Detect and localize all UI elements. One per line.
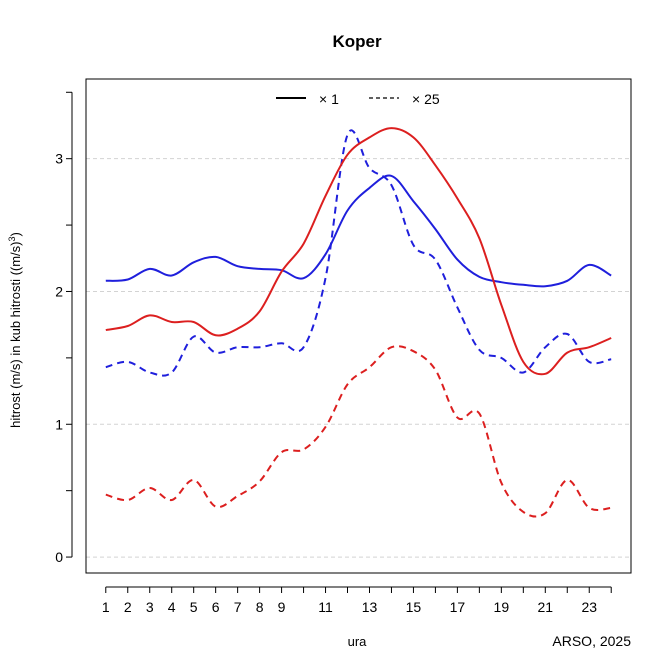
x-tick-label: 1 [102,599,110,615]
grid-lines [86,158,631,558]
y-tick-label: 0 [55,549,63,565]
series-line-4 [105,345,612,518]
y-axis-label-text: hitrost (m/s) in kub hitrosti ((m/s) [8,242,23,428]
x-tick-label: 2 [124,599,132,615]
y-axis: 0 1 2 3 [55,91,73,565]
x-tick-label: 23 [581,599,597,615]
x-tick-label: 17 [450,599,466,615]
legend-label-solid: × 1 [319,91,339,107]
series-lines [105,127,612,518]
credit-text: ARSO, 2025 [552,633,631,649]
x-tick-label: 13 [362,599,378,615]
legend-label-dashed: × 25 [412,91,440,107]
x-tick-label: 6 [212,599,220,615]
y-axis-label-superscript: 3 [7,236,17,241]
x-tick-label: 15 [406,599,422,615]
y-axis-label-tail: ) [8,232,23,236]
y-axis-label: hitrost (m/s) in kub hitrosti ((m/s)3) [7,232,23,428]
chart-title: Koper [332,32,382,51]
x-tick-label: 9 [278,599,286,615]
y-tick-label: 1 [55,416,63,432]
x-axis: 1 2 3 4 5 6 7 8 9 11 13 15 17 19 21 23 [102,586,612,615]
x-tick-label: 19 [494,599,510,615]
x-axis-label: ura [348,634,368,649]
plot-frame [85,78,632,574]
y-tick-label: 3 [55,151,63,167]
series-line-2 [105,129,612,377]
x-tick-label: 3 [146,599,154,615]
x-tick-label: 5 [190,599,198,615]
x-tick-label: 4 [168,599,176,615]
x-tick-label: 8 [256,599,264,615]
series-line-3 [105,127,612,376]
legend: × 1 × 25 [276,91,440,107]
series-line-1 [105,174,612,288]
x-tick-label: 21 [538,599,554,615]
x-tick-label: 7 [234,599,242,615]
y-tick-label: 2 [55,283,63,299]
x-tick-label: 11 [318,599,333,615]
